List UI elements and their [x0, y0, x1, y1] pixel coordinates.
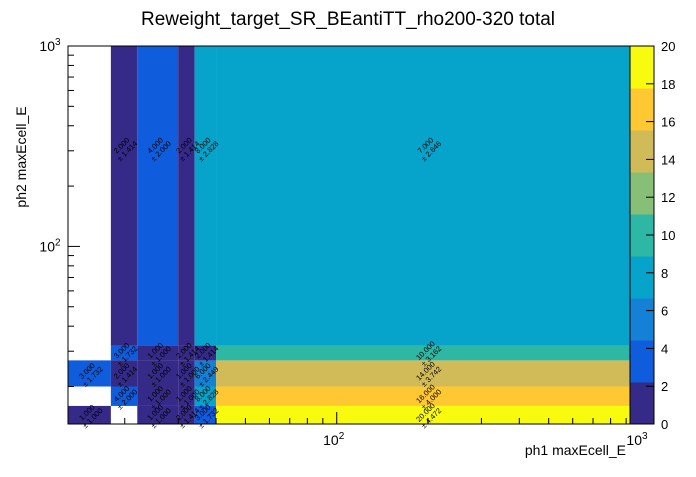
heatmap-cell [110, 386, 138, 406]
heatmap-cell [194, 46, 217, 346]
chart-title: Reweight_target_SR_BEantiTT_rho200-320 t… [141, 9, 555, 30]
colorbar-band [630, 193, 654, 215]
y-tick-label: 102 [39, 237, 61, 254]
heatmap-cell [137, 46, 179, 346]
colorbar-band [630, 403, 654, 425]
x-tick-label: 103 [626, 431, 648, 448]
axes: 102 103 102 103 [39, 37, 648, 448]
colorbar-band [630, 46, 654, 68]
colorbar-tick-label: 2 [661, 379, 668, 394]
colorbar-band [630, 67, 654, 89]
colorbar-band [630, 256, 654, 278]
x-axis-label: ph1 maxEcell_E [525, 442, 626, 458]
heatmap-cell [216, 345, 641, 361]
heatmap-cell [110, 360, 138, 387]
cell-label: 1.000± 1.000 [77, 403, 104, 430]
y-axis-label: ph2 maxEcell_E [13, 106, 29, 207]
colorbar-band [630, 172, 654, 194]
heatmap-cell [137, 386, 179, 406]
colorbar-band [630, 361, 654, 383]
heatmap-cell [137, 345, 179, 361]
heatmap-cell [110, 46, 138, 346]
heatmap-cell [110, 345, 138, 361]
heatmap-cell [68, 405, 111, 424]
x-tick-label: 102 [323, 431, 345, 448]
heatmap-cell [194, 345, 217, 361]
heatmap-cell [178, 360, 195, 387]
heatmap-cell [178, 405, 195, 424]
colorbar-tick-label: 20 [661, 39, 675, 54]
heatmap-cell [216, 46, 641, 346]
colorbar-band [630, 151, 654, 173]
heatmap-cell [194, 386, 217, 406]
colorbar-band [630, 382, 654, 404]
colorbar-band [630, 319, 654, 341]
heatmap-cell [68, 360, 111, 387]
heatmap-cell [137, 405, 179, 424]
colorbar-band [630, 277, 654, 299]
heatmap-cells [68, 46, 641, 424]
colorbar-tick-label: 12 [661, 190, 675, 205]
colorbar-band [630, 130, 654, 152]
colorbar-band [630, 109, 654, 131]
heatmap-cell [194, 360, 217, 387]
colorbar-tick-label: 16 [661, 115, 675, 130]
colorbar-tick-label: 18 [661, 77, 675, 92]
heatmap-cell [178, 46, 195, 346]
colorbar-tick-label: 4 [661, 341, 668, 356]
colorbar-band [630, 340, 654, 362]
colorbar-tick-label: 0 [661, 417, 668, 432]
colorbar-tick-label: 10 [661, 228, 675, 243]
colorbar-band [630, 214, 654, 236]
colorbar-band [630, 88, 654, 110]
y-tick-label: 103 [39, 37, 61, 54]
heatmap-cell [216, 405, 641, 424]
colorbar-tick-label: 6 [661, 304, 668, 319]
heatmap-cell [178, 345, 195, 361]
heatmap-cell [216, 360, 641, 387]
color-scale: 0 2 4 6 8 10 12 14 16 18 20 [629, 39, 675, 432]
heatmap-cell [216, 386, 641, 406]
heatmap-cell [137, 360, 179, 387]
heatmap-cell [178, 386, 195, 406]
colorbar-tick-label: 8 [661, 266, 668, 281]
heatmap-cell [194, 405, 217, 424]
colorbar-band [630, 298, 654, 320]
colorbar-tick-label: 14 [661, 152, 675, 167]
colorbar-band [630, 235, 654, 257]
